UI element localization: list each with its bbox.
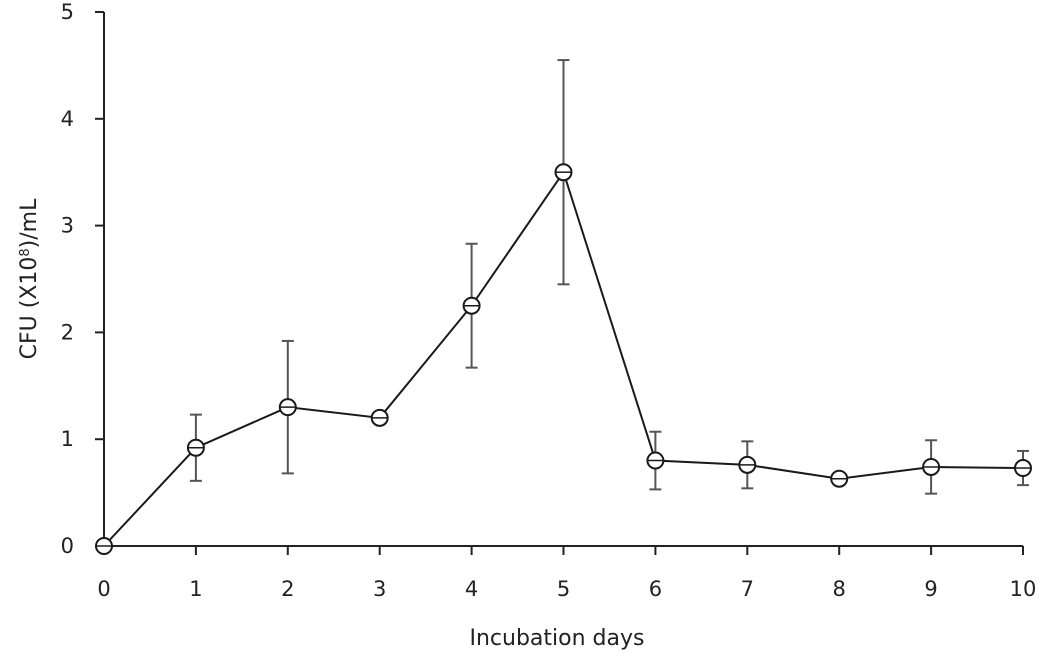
x-tick-label: 8 <box>833 577 846 601</box>
data-points <box>95 163 1032 555</box>
x-tick-label: 10 <box>1010 577 1037 601</box>
x-tick-label: 1 <box>189 577 202 601</box>
x-axis-label: Incubation days <box>470 626 645 651</box>
x-tick-label: 6 <box>649 577 662 601</box>
y-axis-label-suffix: )/mL <box>17 198 42 248</box>
y-tick-label: 4 <box>61 107 74 131</box>
y-tick-label: 1 <box>61 427 74 451</box>
y-tick-label: 3 <box>61 214 74 238</box>
y-axis-label-superscript: 8 <box>18 248 33 256</box>
x-tick-label: 2 <box>281 577 294 601</box>
y-tick-label: 2 <box>61 320 74 344</box>
x-tick-label: 9 <box>924 577 937 601</box>
x-tick-label: 3 <box>373 577 386 601</box>
y-axis-label-prefix: CFU (X10 <box>17 257 42 360</box>
x-tick-label: 0 <box>97 577 110 601</box>
x-tick-label: 5 <box>557 577 570 601</box>
x-tick-label: 7 <box>741 577 754 601</box>
y-tick-label: 0 <box>61 534 74 558</box>
y-tick-label: 5 <box>61 0 74 24</box>
error-bars <box>189 59 1029 495</box>
ticks: 0 1 2 3 4 5 6 7 8 9 10 0 1 2 3 4 5 <box>61 0 1037 601</box>
y-axis-label: CFU (X108)/mL <box>17 198 42 359</box>
x-tick-label: 4 <box>465 577 478 601</box>
